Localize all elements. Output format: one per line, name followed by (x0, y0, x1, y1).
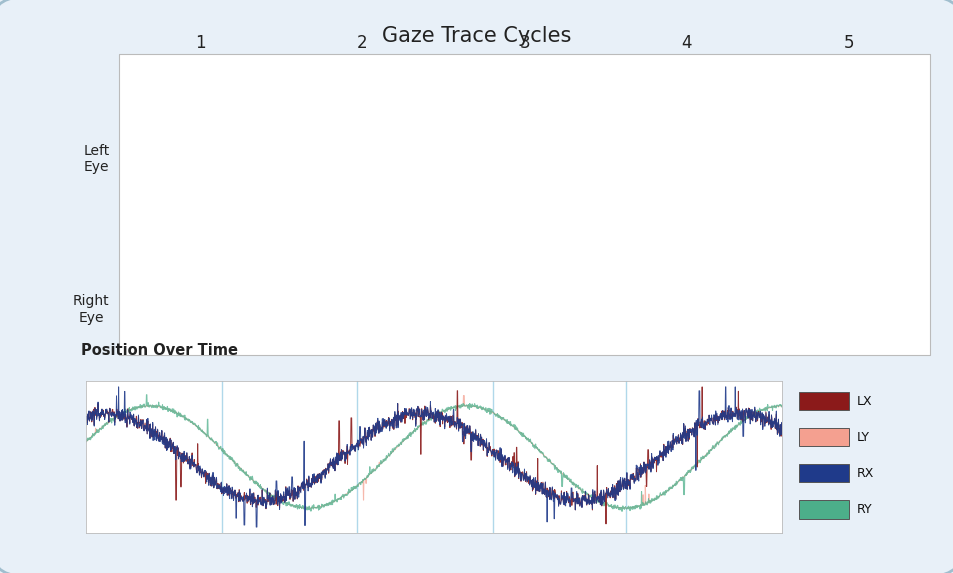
Text: Left
Eye: Left Eye (83, 144, 110, 174)
Text: 4: 4 (680, 34, 692, 52)
Text: LY: LY (856, 431, 869, 444)
Text: Position Over Time: Position Over Time (81, 343, 238, 358)
Text: 1: 1 (194, 34, 206, 52)
Text: 2: 2 (356, 34, 368, 52)
Text: RX: RX (856, 467, 873, 480)
Text: LX: LX (856, 395, 871, 407)
Text: 5: 5 (842, 34, 854, 52)
Text: Right
Eye: Right Eye (73, 295, 110, 324)
Text: 3: 3 (518, 34, 530, 52)
Text: Gaze Trace Cycles: Gaze Trace Cycles (382, 26, 571, 46)
Text: RY: RY (856, 503, 871, 516)
